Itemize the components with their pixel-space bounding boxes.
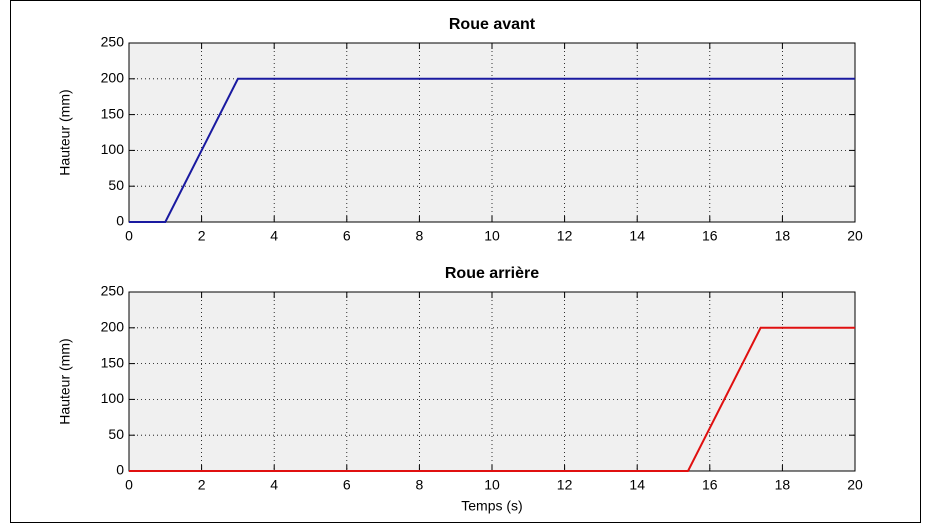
y-tick-label: 200 bbox=[101, 70, 125, 86]
chart-title: Roue arrière bbox=[445, 265, 539, 282]
y-tick-label: 150 bbox=[101, 354, 125, 370]
chart-title: Roue avant bbox=[449, 16, 536, 33]
x-tick-label: 14 bbox=[629, 477, 645, 493]
plot-area bbox=[129, 43, 855, 222]
x-axis-label: Temps (s) bbox=[461, 498, 522, 514]
x-tick-label: 8 bbox=[416, 477, 424, 493]
x-tick-label: 6 bbox=[343, 228, 351, 244]
y-tick-label: 50 bbox=[108, 177, 124, 193]
x-tick-label: 12 bbox=[557, 228, 573, 244]
x-tick-label: 0 bbox=[125, 228, 133, 244]
y-axis-label: Hauteur (mm) bbox=[57, 338, 73, 424]
x-tick-label: 10 bbox=[484, 477, 500, 493]
x-tick-label: 2 bbox=[198, 477, 206, 493]
x-tick-label: 20 bbox=[847, 228, 863, 244]
x-tick-label: 16 bbox=[702, 228, 718, 244]
y-tick-label: 100 bbox=[101, 390, 125, 406]
x-tick-label: 6 bbox=[343, 477, 351, 493]
y-tick-label: 150 bbox=[101, 105, 125, 121]
x-tick-label: 0 bbox=[125, 477, 133, 493]
x-tick-label: 16 bbox=[702, 477, 718, 493]
data-line bbox=[129, 77, 855, 223]
y-tick-label: 0 bbox=[116, 213, 124, 229]
y-tick-label: 200 bbox=[101, 319, 125, 335]
x-tick-label: 4 bbox=[270, 477, 278, 493]
x-tick-label: 14 bbox=[629, 228, 645, 244]
y-tick-label: 100 bbox=[101, 141, 125, 157]
x-tick-label: 12 bbox=[557, 477, 573, 493]
y-tick-label: 250 bbox=[101, 34, 125, 50]
x-tick-label: 8 bbox=[416, 228, 424, 244]
x-tick-label: 18 bbox=[775, 228, 791, 244]
y-tick-label: 50 bbox=[108, 426, 124, 442]
x-tick-label: 4 bbox=[270, 228, 278, 244]
y-axis-label: Hauteur (mm) bbox=[57, 89, 73, 175]
x-tick-label: 20 bbox=[847, 477, 863, 493]
x-tick-label: 2 bbox=[198, 228, 206, 244]
axes-box bbox=[128, 42, 856, 223]
x-tick-label: 18 bbox=[775, 477, 791, 493]
data-line bbox=[129, 326, 855, 472]
y-tick-label: 0 bbox=[116, 462, 124, 478]
y-tick-label: 250 bbox=[101, 283, 125, 299]
x-tick-label: 10 bbox=[484, 228, 500, 244]
